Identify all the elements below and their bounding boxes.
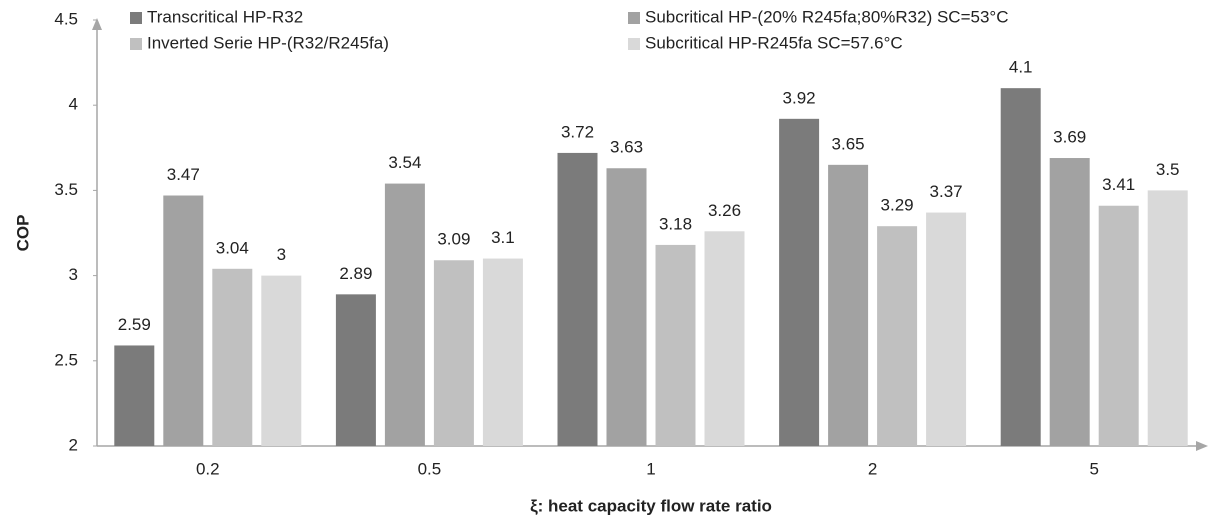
bar bbox=[606, 168, 647, 447]
legend-swatch bbox=[130, 38, 142, 50]
x-tick-label: 2 bbox=[868, 459, 877, 478]
bar bbox=[1000, 88, 1041, 446]
bar bbox=[433, 260, 474, 446]
data-label: 3.04 bbox=[216, 238, 249, 257]
y-tick-label: 2 bbox=[69, 435, 78, 454]
x-tick-label: 0.5 bbox=[418, 459, 442, 478]
bar bbox=[704, 231, 745, 446]
y-tick-label: 4.5 bbox=[54, 9, 78, 28]
y-axis-title: COP bbox=[13, 215, 32, 252]
data-label: 3.26 bbox=[708, 201, 741, 220]
y-axis-arrow bbox=[92, 18, 102, 30]
bar bbox=[926, 212, 967, 446]
data-label: 3.09 bbox=[437, 230, 470, 249]
legend-swatch bbox=[628, 38, 640, 50]
x-tick-label: 1 bbox=[646, 459, 655, 478]
data-label: 4.1 bbox=[1009, 58, 1033, 77]
bar bbox=[482, 258, 523, 446]
y-tick-label: 4 bbox=[69, 95, 78, 114]
bar bbox=[779, 118, 820, 446]
data-label: 3.41 bbox=[1102, 175, 1135, 194]
legend-label: Transcritical HP-R32 bbox=[147, 7, 303, 26]
y-tick-label: 2.5 bbox=[54, 350, 78, 369]
bar bbox=[1098, 205, 1139, 446]
data-label: 3.37 bbox=[930, 182, 963, 201]
data-label: 3.72 bbox=[561, 122, 594, 141]
data-label: 3.29 bbox=[881, 196, 914, 215]
legend-swatch bbox=[130, 12, 142, 24]
bar bbox=[114, 345, 155, 446]
y-tick-label: 3 bbox=[69, 265, 78, 284]
data-label: 3.47 bbox=[167, 165, 200, 184]
x-tick-label: 0.2 bbox=[196, 459, 220, 478]
x-axis-arrow bbox=[1196, 441, 1208, 451]
data-label: 3.92 bbox=[783, 88, 816, 107]
bar bbox=[384, 183, 425, 447]
legend-swatch bbox=[628, 12, 640, 24]
data-label: 3.1 bbox=[491, 228, 515, 247]
data-label: 2.59 bbox=[118, 315, 151, 334]
bar bbox=[163, 195, 204, 446]
data-label: 3.65 bbox=[832, 134, 865, 153]
bar bbox=[557, 152, 598, 447]
data-label: 3.18 bbox=[659, 214, 692, 233]
bar bbox=[828, 164, 869, 446]
legend-label: Inverted Serie HP-(R32/R245fa) bbox=[147, 33, 389, 52]
x-axis-title: ξ: heat capacity flow rate ratio bbox=[530, 496, 772, 515]
bar bbox=[261, 275, 302, 446]
bar bbox=[1147, 190, 1188, 446]
data-label: 3.5 bbox=[1156, 160, 1180, 179]
data-label: 2.89 bbox=[339, 264, 372, 283]
legend-label: Subcritical HP-(20% R245fa;80%R32) SC=53… bbox=[645, 7, 1009, 26]
y-tick-label: 3.5 bbox=[54, 180, 78, 199]
bar bbox=[335, 294, 376, 446]
x-tick-label: 5 bbox=[1089, 459, 1098, 478]
legend-label: Subcritical HP-R245fa SC=57.6°C bbox=[645, 33, 903, 52]
bar bbox=[655, 244, 696, 446]
data-label: 3.54 bbox=[388, 153, 421, 172]
bar bbox=[212, 268, 253, 446]
bar bbox=[1049, 158, 1090, 447]
data-label: 3.69 bbox=[1053, 128, 1086, 147]
bar bbox=[877, 226, 918, 446]
data-label: 3 bbox=[277, 245, 286, 264]
data-label: 3.63 bbox=[610, 138, 643, 157]
